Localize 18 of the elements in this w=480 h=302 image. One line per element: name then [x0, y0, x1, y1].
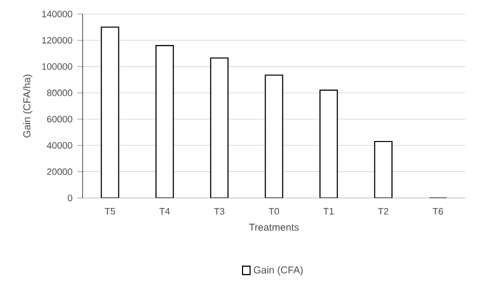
- x-tick-label: T3: [214, 208, 224, 215]
- x-tick-label: T2: [378, 208, 388, 215]
- x-tick-label: T0: [268, 208, 280, 215]
- y-tick-label: 100000: [42, 63, 72, 70]
- text: Gain (CFA): [254, 266, 303, 276]
- x-tick-label: T4: [159, 208, 170, 214]
- x-axis-title: Treatments: [249, 224, 299, 231]
- x-tick-label: T1: [323, 208, 334, 214]
- y-tick-label: 20000: [47, 168, 72, 175]
- y-tick-label: 40000: [46, 142, 72, 149]
- y-tick-label: 140000: [42, 10, 72, 18]
- y-axis-title: Gain (CFA/ha): [23, 74, 32, 138]
- x-tick-label: T5: [104, 208, 116, 215]
- y-tick-label: 60000: [47, 116, 72, 122]
- y-tick-label: 120000: [42, 36, 72, 44]
- y-tick-label: 80000: [47, 90, 72, 96]
- y-tick-label: 0: [68, 194, 72, 202]
- x-tick-label: T6: [432, 208, 444, 215]
